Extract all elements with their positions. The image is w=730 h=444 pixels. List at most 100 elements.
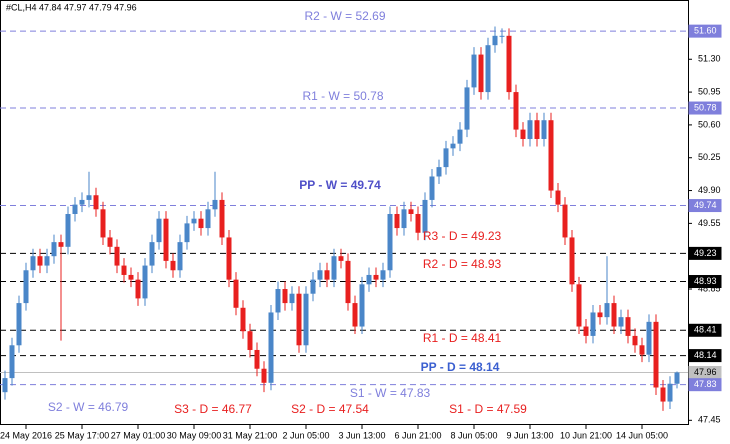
level-label: PP - W = 49.74	[299, 178, 381, 192]
candle-body	[443, 148, 449, 168]
candle-body	[100, 209, 106, 238]
candle-body	[359, 284, 365, 327]
candle-body	[541, 120, 547, 139]
price-tag-label: 49.74	[694, 200, 717, 210]
candle-body	[30, 256, 36, 271]
x-tick-label: 2 Jun 05:00	[282, 430, 329, 440]
candle-body	[212, 199, 218, 210]
candle-body	[646, 321, 652, 355]
candle-body	[247, 331, 253, 350]
candle-body	[282, 289, 288, 304]
candle-body	[37, 256, 43, 266]
candle-body	[576, 284, 582, 327]
y-tick-label: 50.60	[698, 119, 721, 129]
candle-body	[457, 129, 463, 144]
candle-body	[345, 260, 351, 304]
level-label: S2 - D = 47.54	[291, 402, 369, 416]
candle-body	[79, 199, 85, 205]
candle-body	[667, 383, 673, 402]
candle-body	[478, 54, 484, 93]
x-tick-label: 6 Jun 21:00	[394, 430, 441, 440]
candle-body	[471, 54, 477, 88]
price-tag-label: 51.60	[694, 26, 717, 36]
candle-body	[9, 345, 15, 379]
candle-body	[436, 167, 442, 177]
price-tag	[688, 378, 722, 392]
level-label: S1 - D = 47.59	[449, 402, 527, 416]
candle-body	[44, 256, 50, 266]
candle-body	[233, 279, 239, 308]
x-tick-label: 3 Jun 13:00	[338, 430, 385, 440]
candle-body	[562, 204, 568, 238]
price-tag-label: 48.14	[694, 350, 717, 360]
price-tag	[688, 275, 722, 289]
x-tick-label: 25 May 17:00	[55, 430, 110, 440]
x-tick-label: 14 Jun 05:00	[616, 430, 668, 440]
price-tag	[688, 246, 722, 260]
candle-body	[387, 213, 393, 271]
price-tag	[688, 24, 722, 38]
price-tag-label: 48.41	[694, 325, 717, 335]
candle-body	[149, 242, 155, 266]
candle-body	[569, 237, 575, 285]
candle-body	[464, 87, 470, 130]
y-tick-label: 50.95	[698, 86, 721, 96]
candle-body	[114, 246, 120, 266]
level-label: S3 - D = 46.77	[174, 402, 252, 416]
price-tag	[688, 323, 722, 337]
price-tag	[688, 199, 722, 213]
candle-body	[121, 265, 127, 275]
level-label: R2 - W = 52.69	[304, 9, 385, 23]
candle-body	[548, 120, 554, 191]
x-tick-label: 9 Jun 13:00	[506, 430, 553, 440]
candle-body	[72, 204, 78, 214]
y-tick-label: 49.55	[698, 218, 721, 228]
candle-body	[513, 92, 519, 130]
level-label: PP - D = 48.14	[421, 360, 500, 374]
x-tick-label: 8 Jun 05:00	[450, 430, 497, 440]
candle-body	[394, 213, 400, 229]
candle-body	[310, 279, 316, 294]
x-tick-label: 30 May 09:00	[167, 430, 222, 440]
candle-body	[226, 237, 232, 280]
chart-title: #CL,H4 47.84 47.97 47.79 47.96	[6, 2, 137, 12]
candle-body	[254, 349, 260, 369]
level-label: R1 - D = 48.41	[423, 331, 502, 345]
candle-body	[583, 326, 589, 336]
candle-body	[240, 307, 246, 332]
candle-body	[261, 368, 267, 383]
y-tick-label: 51.30	[698, 54, 721, 64]
candle-body	[527, 120, 533, 139]
candle-body	[128, 274, 134, 280]
candle-body	[65, 213, 71, 247]
candle-body	[639, 345, 645, 355]
candle-body	[219, 199, 225, 238]
level-label: R2 - D = 48.93	[423, 257, 502, 271]
candle-body	[93, 195, 99, 210]
candle-body	[632, 335, 638, 346]
x-tick-label: 10 Jun 21:00	[560, 430, 612, 440]
level-label: S2 - W = 46.79	[48, 400, 129, 414]
candle-body	[135, 279, 141, 299]
candle-body	[590, 312, 596, 336]
candle-body	[492, 35, 498, 46]
candle-body	[331, 256, 337, 280]
candle-body	[597, 312, 603, 318]
candle-body	[534, 120, 540, 139]
candle-body	[205, 209, 211, 229]
plot-frame	[0, 0, 689, 425]
candle-body	[58, 242, 64, 247]
price-tag	[688, 101, 722, 115]
candle-body	[506, 35, 512, 93]
y-tick-label: 49.90	[698, 185, 721, 195]
candle-body	[618, 317, 624, 327]
candle-body	[366, 274, 372, 285]
candle-body	[485, 45, 491, 93]
price-tag-label: 47.96	[694, 367, 717, 377]
level-label: R1 - W = 50.78	[302, 89, 383, 103]
candle-body	[352, 303, 358, 327]
candle-body	[317, 270, 323, 280]
candle-body	[380, 270, 386, 280]
